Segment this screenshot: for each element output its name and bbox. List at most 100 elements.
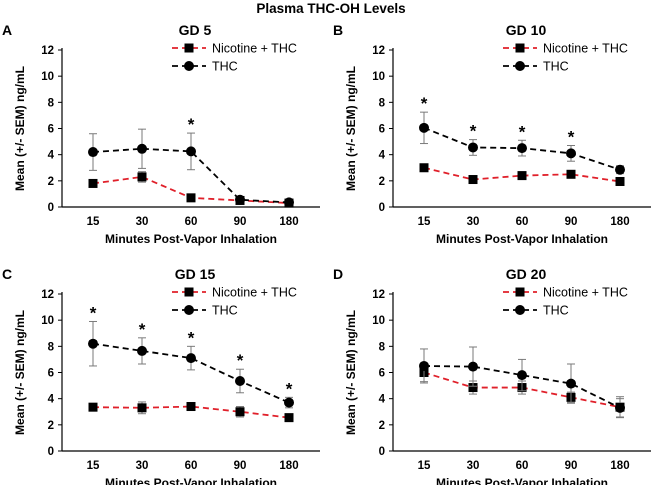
data-point-circle bbox=[517, 370, 527, 381]
x-tick-label: 90 bbox=[565, 216, 578, 228]
significance-star: * bbox=[90, 303, 97, 322]
data-point-circle bbox=[615, 164, 625, 175]
legend-label: THC bbox=[543, 60, 569, 74]
legend-marker-circle bbox=[515, 61, 525, 71]
y-tick-label: 12 bbox=[41, 45, 54, 57]
significance-star: * bbox=[188, 115, 195, 134]
data-point-circle bbox=[566, 148, 576, 159]
y-tick-label: 0 bbox=[379, 202, 385, 214]
panel-letter: B bbox=[333, 22, 343, 38]
data-point-square bbox=[235, 407, 245, 417]
data-point-circle bbox=[566, 378, 576, 389]
panel-letter: D bbox=[333, 266, 343, 282]
y-axis-label: Mean (+/- SEM) ng/mL bbox=[344, 66, 358, 191]
legend: Nicotine + THC THC bbox=[503, 42, 628, 74]
series-nicotine-thc bbox=[419, 163, 625, 186]
significance-star: * bbox=[237, 351, 244, 370]
x-tick-label: 30 bbox=[467, 216, 480, 228]
x-tick-label: 180 bbox=[279, 216, 298, 228]
x-tick-label: 60 bbox=[516, 460, 529, 472]
y-axis-label: Mean (+/- SEM) ng/mL bbox=[344, 310, 358, 435]
series-thc bbox=[88, 128, 294, 208]
x-tick-label: 30 bbox=[467, 460, 480, 472]
x-tick-label: 90 bbox=[565, 460, 578, 472]
legend-marker-square bbox=[515, 43, 525, 53]
significance-star: * bbox=[470, 122, 477, 141]
legend-marker-circle bbox=[184, 61, 194, 71]
data-point-circle bbox=[615, 402, 625, 413]
legend-label: Nicotine + THC bbox=[212, 42, 297, 56]
x-tick-label: 30 bbox=[136, 460, 149, 472]
significance-star: * bbox=[286, 379, 293, 398]
series-thc bbox=[419, 111, 625, 175]
significance-star: * bbox=[519, 122, 526, 141]
series-line bbox=[92, 342, 290, 404]
y-tick-label: 4 bbox=[48, 394, 55, 406]
legend: Nicotine + THC THC bbox=[503, 286, 628, 318]
series-thc bbox=[419, 346, 625, 418]
x-tick-label: 180 bbox=[610, 216, 629, 228]
data-point-circle bbox=[235, 194, 245, 205]
series-line bbox=[92, 147, 290, 204]
legend: Nicotine + THC THC bbox=[172, 42, 297, 74]
y-axis-label: Mean (+/- SEM) ng/mL bbox=[13, 66, 27, 191]
panel-title: GD 20 bbox=[506, 266, 547, 282]
y-tick-label: 4 bbox=[379, 150, 386, 162]
figure-title: Plasma THC-OH Levels bbox=[256, 1, 405, 16]
y-tick-label: 8 bbox=[379, 97, 386, 109]
data-point-square bbox=[88, 402, 98, 412]
y-tick-label: 6 bbox=[48, 124, 54, 136]
data-point-square bbox=[284, 413, 294, 423]
y-tick-label: 2 bbox=[379, 420, 385, 432]
data-point-circle bbox=[517, 143, 527, 154]
data-point-circle bbox=[235, 376, 245, 387]
x-tick-label: 180 bbox=[610, 460, 629, 472]
y-tick-label: 0 bbox=[48, 446, 54, 458]
x-axis-label: Minutes Post-Vapor Inhalation bbox=[436, 476, 608, 485]
significance-star: * bbox=[139, 320, 146, 339]
data-point-circle bbox=[88, 147, 98, 158]
panel-title: GD 5 bbox=[179, 22, 212, 38]
y-tick-label: 10 bbox=[41, 71, 54, 83]
y-tick-label: 4 bbox=[379, 394, 386, 406]
y-tick-label: 0 bbox=[379, 446, 385, 458]
data-point-circle bbox=[137, 345, 147, 356]
y-tick-label: 12 bbox=[372, 45, 385, 57]
data-point-square bbox=[419, 163, 429, 173]
y-tick-label: 8 bbox=[48, 341, 55, 353]
y-tick-label: 8 bbox=[379, 341, 386, 353]
legend-label: Nicotine + THC bbox=[212, 286, 297, 300]
legend-label: Nicotine + THC bbox=[543, 286, 628, 300]
data-point-circle bbox=[284, 397, 294, 408]
y-tick-label: 10 bbox=[372, 315, 385, 327]
series-nicotine-thc bbox=[88, 401, 294, 423]
panel-title: GD 15 bbox=[175, 266, 216, 282]
x-tick-label: 15 bbox=[418, 216, 431, 228]
panel-title: GD 10 bbox=[506, 22, 547, 38]
data-point-square bbox=[186, 402, 196, 412]
data-point-square bbox=[517, 171, 527, 181]
x-axis-label: Minutes Post-Vapor Inhalation bbox=[105, 476, 277, 485]
x-tick-label: 15 bbox=[87, 460, 100, 472]
data-point-square bbox=[615, 176, 625, 186]
data-point-square bbox=[186, 193, 196, 203]
y-tick-label: 10 bbox=[41, 315, 54, 327]
x-tick-label: 180 bbox=[279, 460, 298, 472]
x-tick-label: 60 bbox=[185, 460, 198, 472]
data-point-circle bbox=[419, 122, 429, 133]
data-point-circle bbox=[186, 146, 196, 157]
y-tick-label: 2 bbox=[379, 176, 385, 188]
legend-marker-square bbox=[515, 287, 525, 297]
data-point-square bbox=[468, 383, 478, 393]
x-axis-label: Minutes Post-Vapor Inhalation bbox=[436, 232, 608, 246]
data-point-circle bbox=[88, 338, 98, 349]
x-tick-label: 30 bbox=[136, 216, 149, 228]
y-tick-label: 12 bbox=[372, 289, 385, 301]
x-tick-label: 90 bbox=[234, 216, 247, 228]
